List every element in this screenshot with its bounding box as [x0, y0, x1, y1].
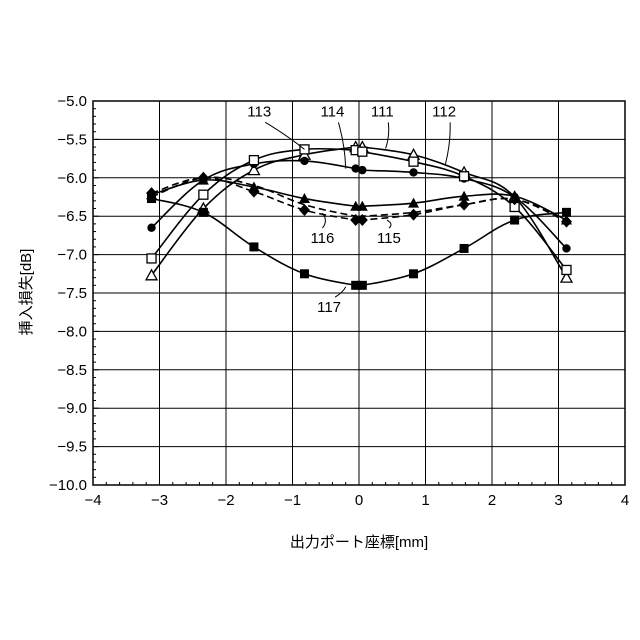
x-tick-label: 4	[621, 492, 629, 509]
data-point-113	[562, 265, 571, 274]
data-point-113	[409, 157, 418, 166]
y-tick-label: −7.5	[57, 285, 87, 302]
callout-label-117: 117	[317, 299, 341, 316]
callout-leader-113	[265, 122, 304, 149]
data-point-117	[409, 269, 418, 278]
data-point-112	[358, 166, 366, 174]
data-point-117	[358, 281, 367, 290]
callout-label-116: 116	[310, 230, 334, 247]
y-tick-label: −6.0	[57, 170, 87, 187]
callout-label-112: 112	[432, 103, 456, 120]
data-point-117	[147, 194, 156, 203]
callout-leader-112	[445, 122, 450, 164]
data-point-112	[147, 224, 155, 232]
x-tick-label: −3	[151, 492, 168, 509]
data-point-115	[408, 209, 419, 221]
y-tick-label: −6.5	[57, 208, 87, 225]
x-axis-label: 出力ポート座標[mm]	[290, 534, 428, 551]
y-tick-label: −9.0	[57, 400, 87, 417]
data-point-113	[147, 254, 156, 263]
data-point-112	[562, 244, 570, 252]
data-point-117	[300, 269, 309, 278]
y-tick-label: −7.0	[57, 247, 87, 264]
data-point-113	[358, 147, 367, 156]
callout-leader-114	[338, 122, 345, 168]
callout-label-111: 111	[371, 103, 394, 120]
data-point-112	[300, 157, 308, 165]
x-tick-label: 0	[355, 492, 363, 509]
data-point-117	[249, 242, 258, 251]
callout-leader-117	[335, 287, 346, 297]
x-tick-label: 3	[554, 492, 562, 509]
callout-leader-111	[386, 122, 389, 148]
y-tick-label: −9.5	[57, 439, 87, 456]
callout-leader-115	[387, 220, 391, 228]
callout-label-113: 113	[247, 103, 271, 120]
data-point-113	[249, 156, 258, 165]
data-point-113	[199, 190, 208, 199]
y-axis-label: 挿入損失[dB]	[18, 249, 35, 336]
y-tick-label: −5.0	[57, 93, 87, 110]
data-point-112	[409, 168, 417, 176]
y-tick-label: −8.0	[57, 323, 87, 340]
y-tick-label: −5.5	[57, 131, 87, 148]
callout-label-115: 115	[377, 230, 401, 247]
grid	[93, 101, 625, 485]
data-point-117	[510, 216, 519, 225]
data-point-117	[562, 208, 571, 217]
x-tick-label: 2	[488, 492, 496, 509]
x-tick-label: −4	[84, 492, 101, 509]
data-point-117	[460, 244, 469, 253]
data-point-113	[460, 172, 469, 181]
x-tick-label: −1	[284, 492, 301, 509]
data-point-117	[199, 208, 208, 217]
y-tick-label: −8.5	[57, 362, 87, 379]
callout-label-114: 114	[320, 103, 344, 120]
x-tick-label: −2	[217, 492, 234, 509]
x-tick-label: 1	[421, 492, 429, 509]
y-tick-label: −10.0	[49, 477, 87, 494]
